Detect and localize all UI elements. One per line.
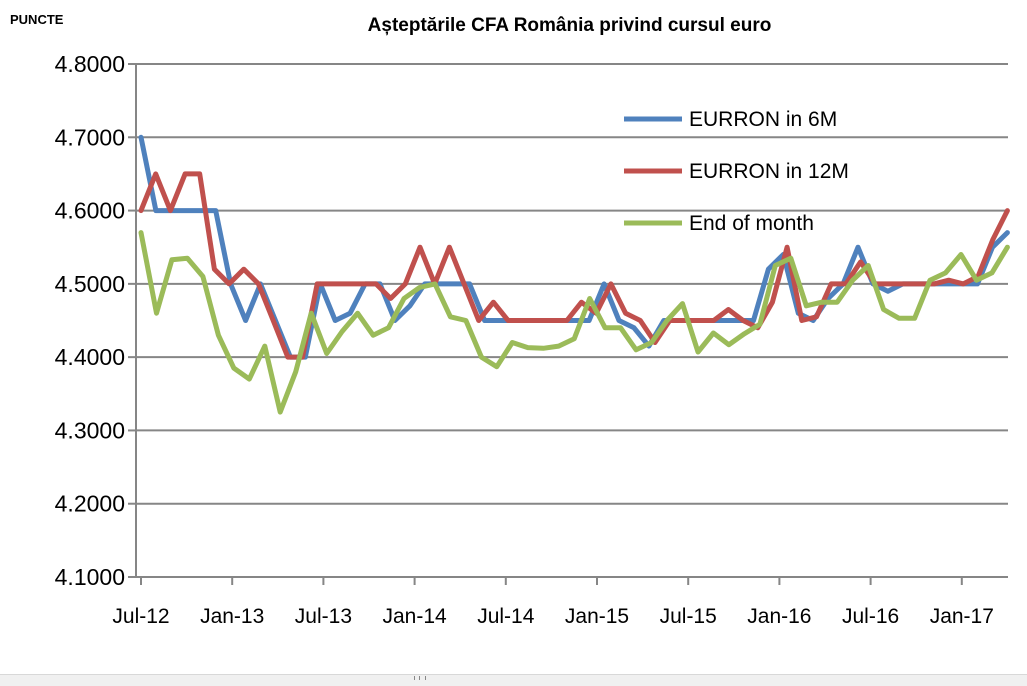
- legend-label-2: EURRON in 12M: [689, 160, 849, 183]
- series-lines: [138, 134, 1010, 415]
- legend-label-3: End of month: [689, 212, 814, 235]
- scroll-grip-icon[interactable]: [414, 676, 426, 680]
- x-tick-label: Jul-12: [112, 605, 169, 628]
- y-tick-label: 4.6000: [55, 198, 125, 224]
- series-line-1: [138, 134, 1010, 360]
- y-tick-label: 4.5000: [55, 271, 125, 297]
- y-tick-label: 4.1000: [55, 564, 125, 590]
- x-tick-label: Jan-15: [565, 605, 629, 628]
- y-unit-label: PUNCTE: [10, 12, 64, 27]
- y-tick-label: 4.7000: [55, 124, 125, 150]
- y-tick-label: 4.2000: [55, 491, 125, 517]
- series-line-2: [138, 171, 1010, 360]
- legend-label-1: EURRON in 6M: [689, 108, 837, 131]
- legend: EURRON in 6M EURRON in 12M End of month: [624, 108, 849, 235]
- x-tick-label: Jan-14: [382, 605, 447, 628]
- horizontal-scrollbar[interactable]: [0, 674, 1027, 686]
- x-tick-label: Jul-14: [477, 605, 535, 628]
- x-tick-label: Jul-16: [842, 605, 899, 628]
- x-tick-label: Jan-13: [200, 605, 264, 628]
- x-tick-label: Jan-17: [930, 605, 994, 628]
- x-tick-label: Jul-13: [295, 605, 352, 628]
- gridlines: [136, 63, 1008, 505]
- y-tick-label: 4.4000: [55, 344, 125, 370]
- x-tick-label: Jan-16: [747, 605, 811, 628]
- axes: 4.1000 4.2000 4.3000 4.4000 4.5000 4.6000 4.70…: [55, 51, 1008, 628]
- x-tick-label: Jul-15: [660, 605, 717, 628]
- series-line-3: [138, 230, 1010, 415]
- y-tick-label: 4.3000: [55, 417, 125, 443]
- y-tick-label: 4.8000: [55, 51, 125, 77]
- chart-title: Așteptările CFA România privind cursul e…: [367, 15, 772, 36]
